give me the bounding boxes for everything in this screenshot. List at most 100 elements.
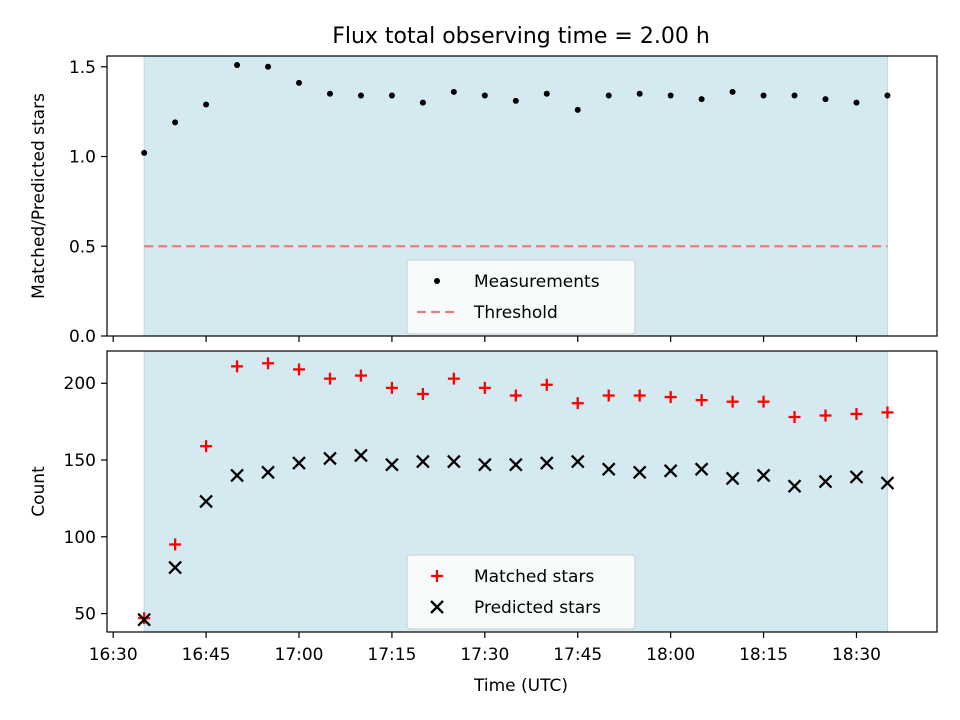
data-point bbox=[262, 357, 275, 370]
x-tick-label: 18:00 bbox=[646, 645, 695, 665]
data-point bbox=[849, 470, 864, 484]
x-tick-label: 18:15 bbox=[739, 645, 788, 665]
data-point bbox=[416, 387, 429, 400]
data-point bbox=[636, 90, 643, 97]
x-tick-label: 16:45 bbox=[182, 645, 231, 665]
x-axis-label: Time (UTC) bbox=[473, 676, 568, 696]
x-tick-label: 16:30 bbox=[89, 645, 138, 665]
data-point bbox=[605, 92, 612, 99]
data-point bbox=[788, 411, 801, 424]
data-point bbox=[819, 409, 832, 422]
data-point bbox=[818, 474, 833, 489]
axes-frame bbox=[106, 55, 938, 337]
data-point bbox=[478, 457, 492, 472]
data-point bbox=[822, 96, 829, 103]
data-point bbox=[447, 454, 461, 469]
y-tick-label: 100 bbox=[64, 528, 96, 548]
data-point bbox=[447, 372, 460, 385]
x-tick-label: 18:30 bbox=[832, 645, 881, 665]
y-tick-label: 1.5 bbox=[69, 58, 96, 78]
x-tick-label: 17:15 bbox=[367, 645, 416, 665]
x-tick-label: 17:30 bbox=[460, 645, 509, 665]
data-point bbox=[292, 456, 306, 470]
legend-label: Matched stars bbox=[474, 567, 594, 587]
data-point bbox=[543, 90, 550, 97]
y-tick-label: 1.0 bbox=[69, 148, 96, 168]
x-tick-label: 17:00 bbox=[275, 645, 324, 665]
data-point bbox=[137, 612, 151, 627]
data-point bbox=[760, 92, 767, 99]
data-point bbox=[354, 448, 368, 463]
data-point bbox=[664, 391, 677, 404]
data-point bbox=[698, 96, 705, 103]
axes-frame bbox=[106, 350, 938, 633]
data-point bbox=[354, 369, 367, 382]
data-point bbox=[726, 395, 739, 408]
data-point bbox=[632, 465, 647, 480]
data-point bbox=[570, 454, 585, 469]
data-point bbox=[601, 462, 616, 477]
data-point bbox=[419, 99, 426, 106]
y-tick-label: 0.5 bbox=[69, 237, 96, 257]
data-point bbox=[230, 468, 244, 483]
y-tick-label: 50 bbox=[74, 605, 96, 625]
y-tick-label: 150 bbox=[64, 451, 96, 471]
data-point bbox=[326, 90, 333, 97]
data-point bbox=[231, 360, 244, 373]
data-point bbox=[141, 149, 148, 156]
legend-label: Measurements bbox=[474, 272, 600, 292]
data-point bbox=[172, 119, 179, 126]
legend-label: Predicted stars bbox=[474, 598, 601, 618]
data-point bbox=[385, 457, 399, 472]
data-point bbox=[416, 454, 430, 469]
data-point bbox=[508, 457, 523, 472]
series-predicted-stars bbox=[137, 448, 895, 627]
data-point bbox=[880, 476, 895, 490]
data-point bbox=[323, 451, 337, 466]
data-point bbox=[633, 389, 646, 402]
data-point bbox=[450, 88, 457, 95]
legend-frame bbox=[406, 259, 636, 335]
data-point bbox=[791, 92, 798, 99]
data-point bbox=[385, 381, 398, 394]
data-point bbox=[695, 394, 708, 407]
y-axis-label: Matched/Predicted stars bbox=[29, 93, 49, 299]
y-tick-label: 200 bbox=[64, 374, 96, 394]
data-point bbox=[203, 101, 210, 108]
data-point bbox=[296, 79, 303, 86]
data-point bbox=[574, 106, 581, 113]
legend: Matched stars Predicted stars bbox=[406, 554, 636, 630]
series-measurements bbox=[141, 61, 891, 156]
data-point bbox=[787, 479, 802, 493]
data-point bbox=[261, 465, 275, 480]
legend-label: Threshold bbox=[473, 303, 558, 323]
data-point bbox=[481, 92, 488, 99]
legend: Measurements Threshold bbox=[406, 259, 636, 335]
data-point bbox=[200, 440, 213, 453]
series-matched-stars bbox=[138, 357, 894, 625]
data-point bbox=[540, 378, 553, 391]
data-point bbox=[602, 389, 615, 402]
data-point bbox=[757, 395, 770, 408]
data-point bbox=[729, 88, 736, 95]
data-point bbox=[667, 92, 674, 99]
data-point bbox=[168, 560, 182, 575]
data-point bbox=[539, 456, 554, 470]
data-point bbox=[850, 407, 863, 420]
bottom-panel: 50 100 150 200 16:30 16:45 17:00 17:15 17:30 17:4… bbox=[29, 350, 938, 665]
x-tick-label: 17:45 bbox=[553, 645, 602, 665]
data-point bbox=[756, 468, 771, 483]
data-point bbox=[265, 63, 272, 70]
data-point bbox=[725, 471, 740, 486]
data-point bbox=[509, 389, 522, 402]
data-point bbox=[357, 92, 364, 99]
legend-frame bbox=[406, 554, 636, 630]
data-point bbox=[571, 397, 584, 410]
data-point bbox=[853, 99, 860, 106]
data-point bbox=[234, 61, 241, 68]
legend-swatch bbox=[430, 600, 444, 614]
y-axis-label: Count bbox=[29, 466, 49, 517]
data-point bbox=[323, 372, 336, 385]
data-point bbox=[199, 494, 213, 509]
